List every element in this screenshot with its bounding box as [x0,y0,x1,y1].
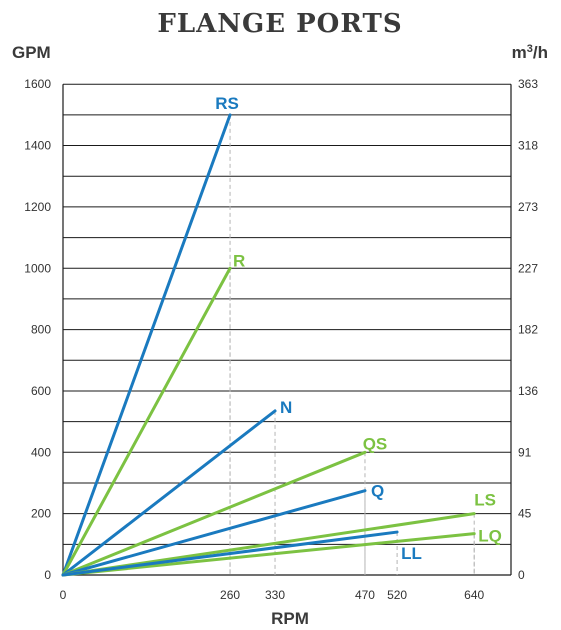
series-label-lq: LQ [478,527,502,546]
x-axis-label: RPM [271,609,309,628]
y-tick-label-left: 1200 [24,200,51,214]
y-tick-label-left: 400 [31,445,51,459]
y-tick-label-right: 273 [518,200,538,214]
series-label-qs: QS [363,434,388,453]
y-tick-label-right: 0 [518,568,525,582]
x-tick-label: 520 [387,588,407,602]
series-label-q: Q [371,482,384,501]
series-line-qs [61,450,367,577]
series-label-rs: RS [215,94,239,113]
y-tick-label-right: 45 [518,507,532,521]
series-label-r: R [233,251,245,270]
x-tick-label: 0 [60,588,67,602]
y-tick-label-left: 1600 [24,77,51,91]
y-tick-label-right: 91 [518,445,532,459]
y-axis-label-right: m3/h [512,43,548,62]
series-label-ls: LS [474,491,496,510]
y-tick-label-left: 200 [31,507,51,521]
y-tick-label-right: 227 [518,261,538,275]
series-line-n [61,409,277,577]
y-tick-label-right: 136 [518,384,538,398]
series-label-ll: LL [401,544,422,563]
x-tick-label: 470 [355,588,375,602]
y-tick-label-right: 363 [518,77,538,91]
y-tick-label-left: 1400 [24,139,51,153]
y-tick-label-left: 800 [31,323,51,337]
y-axis-label-left: GPM [12,43,51,62]
x-tick-label: 330 [265,588,285,602]
series-line-rs [61,113,232,577]
chart-title: FLANGE PORTS [157,9,402,39]
x-tick-label: 260 [220,588,240,602]
y-tick-label-left: 600 [31,384,51,398]
x-tick-label: 640 [464,588,484,602]
series-line-q [61,489,367,577]
series-line-r [61,266,232,577]
y-tick-label-right: 182 [518,323,538,337]
y-tick-label-left: 1000 [24,261,51,275]
series-label-n: N [280,398,292,417]
y-tick-label-right: 318 [518,139,538,153]
series-line-lq [61,532,476,577]
series-line-ll [61,530,399,577]
y-tick-label-left: 0 [44,568,51,582]
